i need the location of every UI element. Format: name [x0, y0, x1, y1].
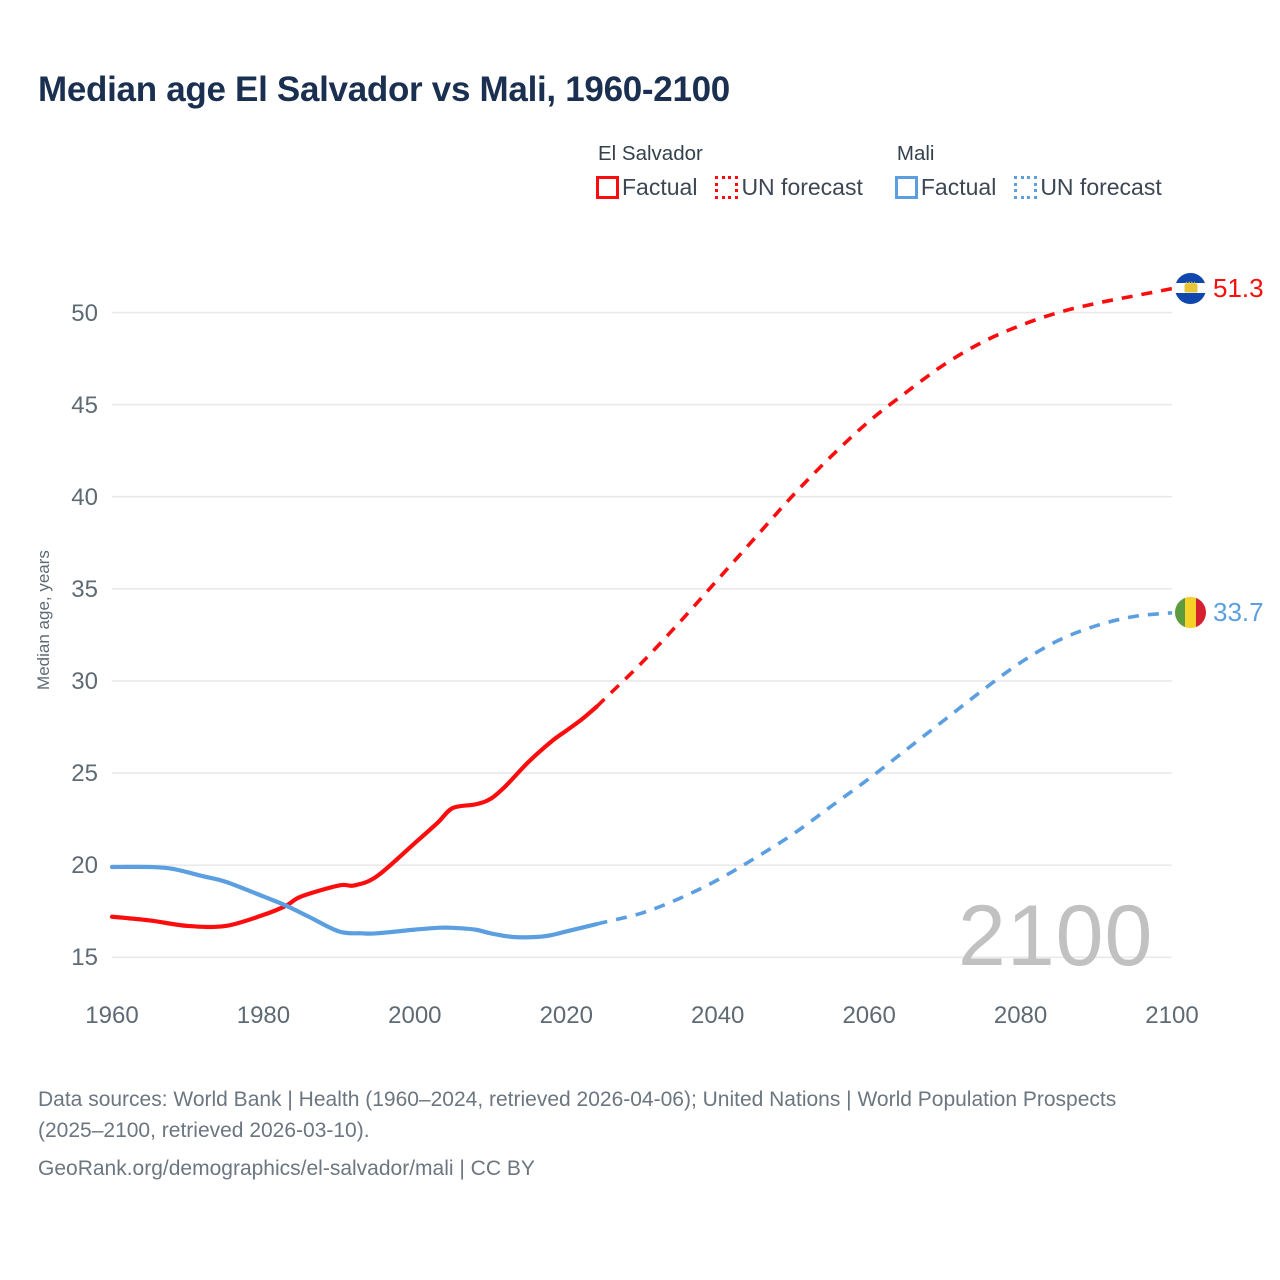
x-tick-label: 2060: [842, 1002, 896, 1029]
y-tick-label: 35: [71, 575, 98, 603]
legend-item-mali-factual[interactable]: Factual: [894, 174, 997, 201]
end-label-el-salvador: 51.3: [1175, 272, 1264, 304]
legend-item-label: Factual: [622, 174, 698, 200]
x-tick-label: 1960: [85, 1002, 139, 1029]
x-tick-label: 1980: [236, 1002, 291, 1029]
y-tick-label: 20: [71, 852, 98, 880]
y-tick-label: 50: [71, 299, 98, 327]
legend-item-label: Factual: [920, 174, 997, 200]
legend-item-mali-forecast[interactable]: UN forecast: [1014, 174, 1162, 201]
legend-country-label: Mali: [896, 142, 935, 165]
x-tick-label: 2000: [388, 1002, 442, 1029]
y-tick-label: 25: [71, 760, 98, 788]
flag-mali-icon: [1175, 596, 1206, 628]
x-tick-label: 2040: [691, 1002, 745, 1029]
end-value-label: 51.3: [1213, 272, 1264, 303]
dotted-square-outline-icon: [1014, 176, 1038, 199]
year-watermark: 2100: [958, 888, 1154, 984]
legend-item-el-salvador-forecast[interactable]: UN forecast: [715, 174, 863, 201]
legend-item-label: UN forecast: [1040, 174, 1162, 200]
end-value-label: 33.7: [1213, 596, 1264, 627]
chart-legend: El Salvador Factual UN forecast Mali Fac…: [596, 142, 1162, 201]
y-tick-label: 15: [71, 944, 98, 972]
legend-item-el-salvador-factual[interactable]: Factual: [596, 174, 697, 201]
legend-country-label: El Salvador: [598, 142, 703, 165]
solid-square-outline-icon: [596, 176, 619, 199]
y-tick-label: 40: [71, 483, 98, 511]
end-label-mali: 33.7: [1175, 596, 1264, 628]
y-axis-title: Median age, years: [34, 550, 53, 690]
footer-sources: Data sources: World Bank | Health (1960–…: [38, 1088, 1117, 1142]
x-tick-label: 2080: [993, 1002, 1048, 1029]
legend-group-el-salvador: El Salvador Factual UN forecast: [596, 142, 863, 201]
x-tick-label: 2020: [539, 1002, 593, 1029]
legend-group-mali: Mali Factual UN forecast: [894, 142, 1162, 201]
dotted-square-outline-icon: [715, 176, 739, 199]
chart-footer: Data sources: World Bank | Health (1960–…: [38, 1084, 1218, 1184]
legend-item-label: UN forecast: [741, 174, 863, 200]
x-tick-label: 2100: [1145, 1002, 1199, 1029]
flag-el-salvador-icon: [1175, 272, 1206, 304]
solid-square-outline-icon: [894, 176, 918, 199]
footer-url: GeoRank.org/demographics/el-salvador/mal…: [38, 1157, 535, 1180]
page-title: Median age El Salvador vs Mali, 1960-210…: [38, 70, 730, 109]
y-tick-label: 30: [71, 667, 98, 695]
y-tick-label: 45: [71, 391, 98, 419]
